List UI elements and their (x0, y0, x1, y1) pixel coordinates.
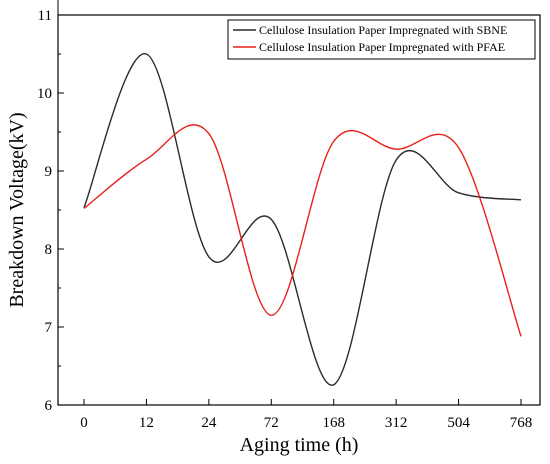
x-tick-label: 768 (510, 415, 533, 431)
legend-label: Cellulose Insulation Paper Impregnated w… (259, 40, 505, 54)
series-line-1 (83, 53, 522, 386)
y-tick-label: 7 (45, 320, 53, 336)
x-tick-label: 0 (80, 415, 88, 431)
x-tick-label: 504 (447, 415, 470, 431)
plot-frame (57, 14, 541, 406)
x-tick-label: 24 (201, 415, 217, 431)
legend-label: Cellulose Insulation Paper Impregnated w… (259, 23, 507, 37)
x-tick-label: 168 (322, 415, 345, 431)
y-tick-label: 10 (37, 86, 52, 102)
axes: 6 7 8 9 10 11 0 12 24 72 168 312 504 768 Aging time (h… (6, 0, 541, 456)
x-tick-label: 12 (139, 415, 154, 431)
x-tick-label: 312 (385, 415, 408, 431)
y-axis-title: Breakdown Voltage(kV) (6, 112, 28, 307)
series-lines (83, 53, 522, 386)
legend: Cellulose Insulation Paper Impregnated w… (227, 19, 536, 60)
x-tick-label: 72 (264, 415, 279, 431)
y-tick-label: 8 (45, 242, 53, 258)
y-tick-label: 11 (38, 8, 52, 24)
y-tick-label: 6 (45, 398, 53, 414)
y-tick-label: 9 (45, 164, 53, 180)
x-axis-title: Aging time (h) (240, 434, 359, 456)
series-line-2 (83, 124, 522, 337)
legend-box (227, 19, 536, 60)
